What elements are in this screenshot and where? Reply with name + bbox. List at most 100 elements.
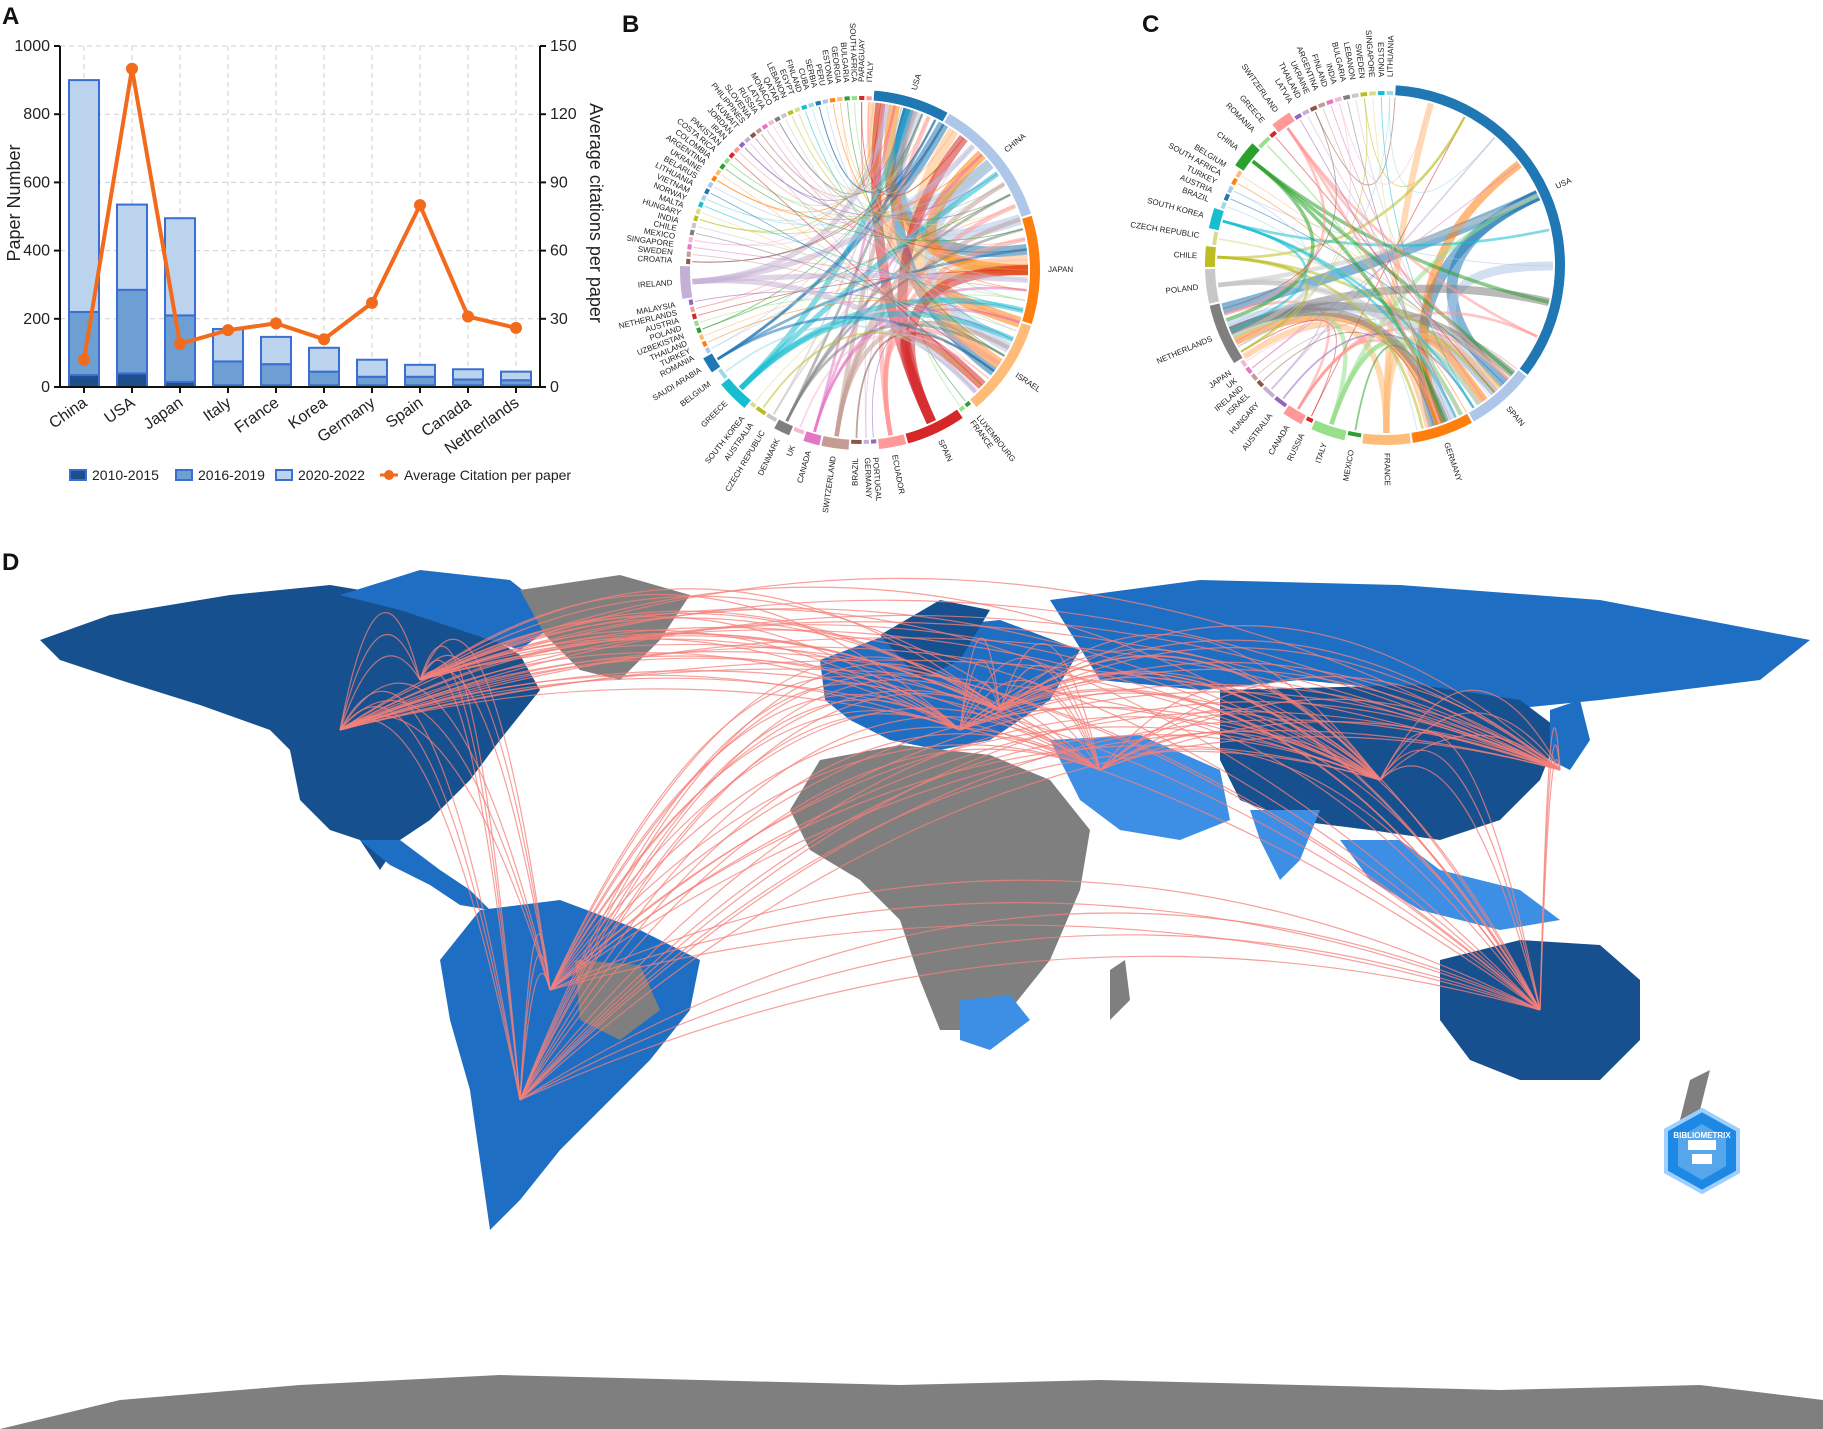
chord-arc bbox=[1386, 91, 1394, 96]
bar-1 bbox=[212, 360, 244, 387]
legend-marker bbox=[384, 470, 394, 480]
india bbox=[1250, 810, 1320, 880]
legend-swatch bbox=[69, 469, 87, 481]
citation-point bbox=[222, 324, 234, 337]
link-arc bbox=[339, 655, 421, 731]
panel-d-label: D bbox=[2, 549, 19, 576]
bar-2 bbox=[356, 358, 388, 378]
link-arc bbox=[419, 654, 551, 991]
chord-arc bbox=[1360, 91, 1368, 97]
link-arc bbox=[549, 656, 1001, 991]
link-arc bbox=[519, 955, 1541, 1101]
chord-arc bbox=[715, 169, 722, 176]
link-arc bbox=[519, 912, 1541, 1101]
chord-ribbon bbox=[1225, 159, 1315, 322]
chord-arcs bbox=[1205, 85, 1565, 446]
link-arc bbox=[339, 715, 551, 991]
chord-label: ITALY bbox=[1314, 441, 1329, 464]
chord-arc bbox=[1468, 370, 1527, 422]
chord-arc bbox=[829, 97, 836, 103]
chord-arc bbox=[787, 109, 794, 116]
chord-ribbon bbox=[1222, 111, 1337, 310]
link-arc bbox=[999, 664, 1101, 771]
link-arc bbox=[419, 608, 1381, 781]
chord-ribbon bbox=[772, 107, 903, 415]
chord-arc bbox=[749, 132, 757, 139]
chord-arc bbox=[1205, 268, 1219, 304]
bar-2 bbox=[260, 335, 292, 366]
chord-arc bbox=[733, 146, 741, 154]
chord-ribbon bbox=[1237, 97, 1391, 348]
chord-ribbon bbox=[692, 277, 978, 394]
chord-label: SWEDEN bbox=[1353, 43, 1366, 79]
chord-label: CHILE bbox=[1173, 250, 1197, 260]
panel-b-label: B bbox=[622, 11, 639, 38]
chord-ribbon bbox=[805, 110, 1014, 340]
chord-arc bbox=[1220, 201, 1227, 210]
link-arc bbox=[549, 924, 1541, 1011]
chord-arc bbox=[774, 419, 794, 436]
link-arc bbox=[999, 672, 1541, 1011]
chord-arc bbox=[755, 127, 763, 134]
chord-arc bbox=[698, 201, 704, 208]
link-arc bbox=[1099, 713, 1541, 1011]
chord-arc bbox=[686, 258, 691, 265]
link-arc bbox=[519, 733, 1101, 1101]
chord-ribbon bbox=[832, 104, 1027, 291]
chord-ribbon bbox=[708, 299, 1020, 343]
link-arc bbox=[519, 750, 1381, 1101]
chord-arc bbox=[704, 188, 711, 195]
chord-arc bbox=[851, 96, 858, 101]
citation-point bbox=[462, 310, 474, 323]
chord-ribbon bbox=[1246, 324, 1429, 428]
chord-ribbon bbox=[755, 238, 1026, 402]
bar-line-chart: A 0 200 400 600 800 1000 0 30 60 90 120 150 China US… bbox=[2, 3, 606, 483]
southeast-asia bbox=[1340, 840, 1560, 930]
link-arc bbox=[959, 661, 1561, 771]
chord-arc bbox=[1362, 433, 1411, 446]
chord-ribbon bbox=[839, 103, 955, 195]
legend-label: 2020-2022 bbox=[298, 467, 365, 483]
chord-arc bbox=[1262, 385, 1276, 398]
japan bbox=[1550, 700, 1590, 770]
antarctica bbox=[0, 1375, 1823, 1429]
chord-label: UK bbox=[785, 443, 798, 457]
chord-arc bbox=[1231, 177, 1238, 186]
y-tick-label: 0 bbox=[41, 379, 50, 396]
chord-label: GERMANY bbox=[863, 458, 874, 499]
chord-diagram-b: B USACHINAJAPANISRAELLUXEMBOURGFRANCESPA… bbox=[618, 11, 1074, 514]
chord-label: GEORGIA bbox=[830, 46, 843, 85]
y2-tick-label: 150 bbox=[550, 38, 577, 55]
chord-ribbon bbox=[700, 297, 1017, 332]
chord-label: PERU bbox=[814, 63, 827, 87]
link-arc bbox=[519, 663, 1001, 1101]
chord-arc bbox=[1347, 431, 1362, 438]
bar-2 bbox=[452, 368, 484, 381]
chord-arc bbox=[1235, 170, 1243, 179]
link-arc bbox=[419, 659, 521, 1101]
chord-ribbon bbox=[825, 105, 1010, 349]
chord-label: CHINA bbox=[1003, 131, 1028, 154]
y-tick-label: 400 bbox=[23, 243, 50, 260]
link-arc bbox=[339, 637, 1561, 771]
link-arc bbox=[419, 616, 961, 731]
link-arc bbox=[339, 657, 1001, 731]
chord-arc bbox=[707, 181, 714, 189]
link-arc bbox=[1379, 765, 1541, 1011]
y-tick-label: 600 bbox=[23, 174, 50, 191]
x-tick-label: USA bbox=[102, 394, 139, 427]
chord-arc bbox=[1311, 420, 1347, 441]
y-tick-label: 800 bbox=[23, 106, 50, 123]
chord-links bbox=[692, 102, 1029, 438]
chord-arc bbox=[1258, 136, 1271, 149]
link-arc bbox=[519, 972, 551, 1101]
chord-ribbon bbox=[1242, 175, 1500, 389]
chord-arc bbox=[738, 141, 746, 149]
chord-label: PORTUGAL bbox=[871, 457, 883, 502]
link-arc bbox=[549, 726, 1101, 991]
chord-label: MEXICO bbox=[1341, 449, 1355, 482]
chord-label: SPAIN bbox=[936, 438, 954, 463]
link-arc bbox=[419, 595, 1101, 771]
chord-arc bbox=[1227, 185, 1234, 194]
south-africa bbox=[960, 995, 1030, 1050]
